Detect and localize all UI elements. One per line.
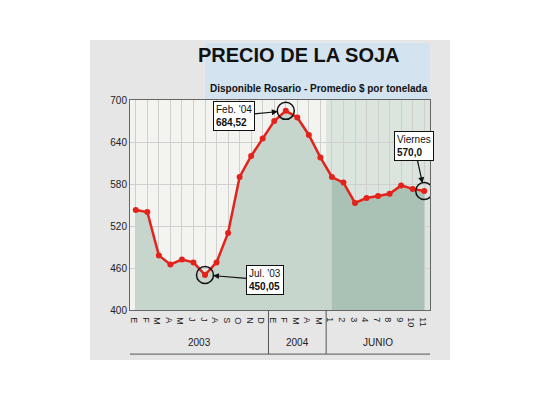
svg-text:10: 10 (406, 317, 416, 327)
svg-text:JUNIO: JUNIO (363, 337, 393, 348)
svg-text:Feb. '04684,52: Feb. '04684,52 (216, 104, 252, 128)
svg-text:3: 3 (349, 317, 359, 322)
svg-text:F: F (279, 317, 289, 323)
svg-text:F: F (141, 317, 151, 323)
svg-text:Disponible Rosario - Promedio: Disponible Rosario - Promedio $ por tone… (210, 83, 428, 94)
svg-text:M: M (152, 317, 162, 325)
svg-text:Viernes570,0: Viernes570,0 (397, 134, 431, 158)
svg-text:7: 7 (372, 317, 382, 322)
svg-text:2003: 2003 (188, 337, 211, 348)
svg-text:580: 580 (110, 179, 127, 190)
svg-text:A: A (302, 317, 312, 323)
svg-text:8: 8 (383, 317, 393, 322)
svg-text:4: 4 (360, 317, 370, 322)
svg-text:Jul. '03450,05: Jul. '03450,05 (249, 268, 281, 292)
svg-text:520: 520 (110, 221, 127, 232)
svg-text:J: J (187, 317, 197, 322)
svg-text:E: E (129, 317, 139, 323)
svg-text:J: J (199, 317, 209, 322)
svg-text:S: S (222, 317, 232, 323)
svg-text:1: 1 (325, 317, 335, 322)
svg-text:640: 640 (110, 137, 127, 148)
svg-text:N: N (245, 317, 255, 324)
svg-text:O: O (233, 317, 243, 324)
svg-text:460: 460 (110, 263, 127, 274)
svg-text:PRECIO DE LA SOJA: PRECIO DE LA SOJA (198, 44, 400, 66)
svg-text:2: 2 (337, 317, 347, 322)
svg-text:M: M (175, 317, 185, 325)
svg-text:E: E (268, 317, 278, 323)
svg-text:700: 700 (110, 95, 127, 106)
svg-text:11: 11 (418, 317, 428, 326)
svg-text:M: M (314, 317, 324, 325)
svg-text:A: A (210, 317, 220, 323)
svg-text:A: A (164, 317, 174, 323)
svg-text:2004: 2004 (286, 337, 309, 348)
svg-text:9: 9 (395, 317, 405, 322)
svg-text:M: M (291, 317, 301, 325)
svg-text:D: D (256, 317, 266, 324)
svg-text:400: 400 (110, 305, 127, 316)
